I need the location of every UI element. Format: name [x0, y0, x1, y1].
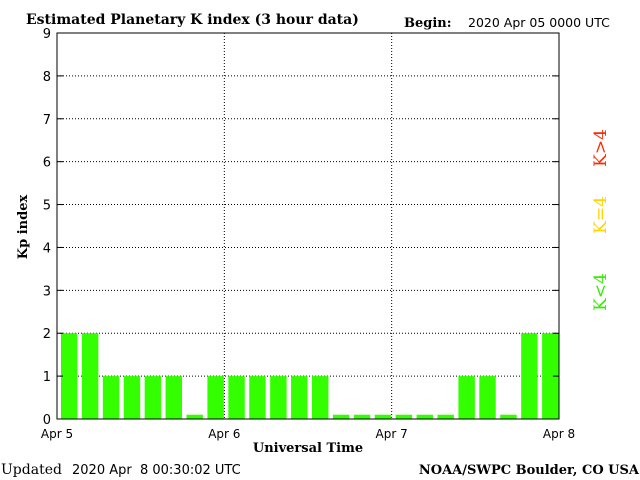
kp-bar — [416, 414, 433, 419]
kp-bar — [521, 333, 538, 419]
y-tick-label: 9 — [43, 27, 51, 42]
y-tick-label: 4 — [43, 241, 51, 256]
x-tick-label: Apr 7 — [376, 427, 408, 441]
kp-bar — [500, 414, 517, 419]
begin-label: Begin: — [404, 16, 452, 31]
legend-k-equals-4: K=4 — [591, 196, 611, 234]
kp-bar — [353, 414, 371, 419]
kp-bar — [144, 376, 162, 419]
y-axis-label: Kp index — [16, 195, 31, 260]
kp-bar — [61, 333, 78, 419]
kp-bar — [102, 376, 120, 419]
x-axis-label: Universal Time — [253, 441, 363, 456]
y-tick-label: 2 — [43, 327, 51, 342]
y-tick-label: 3 — [43, 284, 51, 299]
kp-bar — [123, 376, 141, 419]
y-tick-label: 5 — [43, 199, 51, 214]
y-tick-label: 8 — [43, 70, 51, 85]
kp-bar — [228, 376, 245, 419]
kp-bar — [312, 376, 329, 419]
x-tick-label: Apr 8 — [543, 427, 575, 441]
kp-bar — [270, 376, 287, 419]
y-tick-label: 7 — [43, 113, 51, 128]
kp-bar — [458, 376, 475, 419]
kp-bar — [249, 376, 266, 419]
kp-bar — [81, 333, 99, 419]
legend-k-below-4: K<4 — [591, 273, 611, 311]
y-tick-label: 1 — [43, 370, 51, 385]
kp-bars — [61, 333, 559, 419]
y-tick-label: 0 — [43, 413, 51, 428]
grid-lines — [57, 33, 559, 419]
begin-value: 2020 Apr 05 0000 UTC — [468, 15, 610, 30]
kp-bar — [165, 376, 182, 419]
kp-bar — [437, 414, 454, 419]
updated-value: 2020 Apr 8 00:30:02 UTC — [72, 463, 241, 478]
kp-bar — [291, 376, 308, 419]
y-axis-ticks: 0 1 2 3 4 5 6 7 8 9 — [43, 27, 559, 428]
chart-title: Estimated Planetary K index (3 hour data… — [26, 12, 359, 28]
y-tick-label: 6 — [43, 156, 51, 171]
x-tick-label: Apr 6 — [208, 427, 240, 441]
kp-bar — [374, 414, 392, 419]
plot-frame — [56, 32, 560, 420]
kp-bar — [332, 414, 350, 419]
footer-credit: NOAA/SWPC Boulder, CO USA — [419, 463, 640, 478]
legend-k-above-4: K>4 — [591, 129, 611, 167]
x-tick-label: Apr 5 — [41, 427, 73, 441]
x-axis-ticks: Apr 5 Apr 6 Apr 7 Apr 8 — [41, 427, 575, 441]
kp-bar — [479, 376, 496, 419]
kp-bar — [186, 414, 203, 419]
updated-label: Updated — [1, 462, 62, 478]
kp-bar — [542, 333, 559, 419]
kp-bar — [207, 376, 224, 419]
kp-bar — [395, 414, 413, 419]
